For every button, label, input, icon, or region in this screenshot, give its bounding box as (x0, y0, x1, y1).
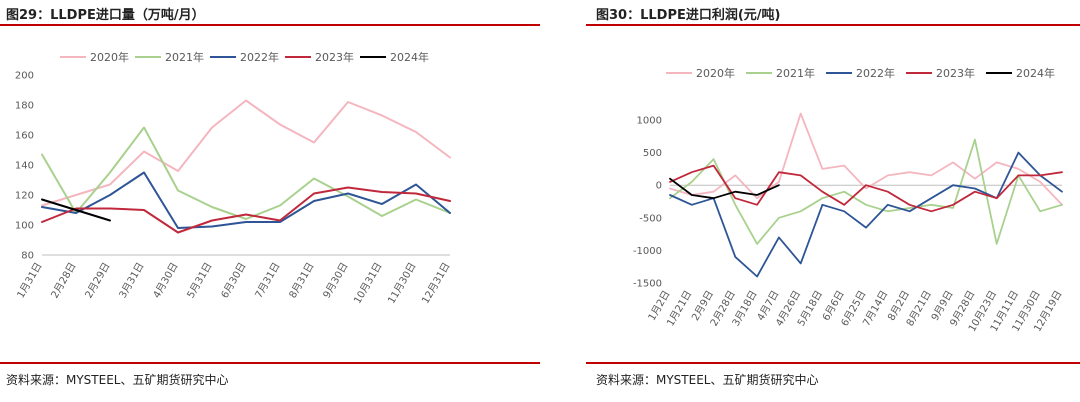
left-ytick-3: 140 (15, 161, 34, 172)
right-legend-label-4: 2024年 (1016, 66, 1055, 80)
left-series-line-1 (41, 126, 451, 220)
left-series-line-4 (41, 198, 111, 222)
left-xtick-9: 9月30日 (321, 261, 351, 301)
right-legend-label-2: 2022年 (856, 66, 895, 80)
right-series-line-4 (669, 177, 780, 200)
left-bottom-rule (0, 362, 540, 364)
left-xtick-5: 5月31日 (185, 261, 215, 301)
left-xtick-0: 1月31日 (15, 261, 45, 301)
left-legend-label-0: 2020年 (90, 50, 129, 64)
left-xtick-6: 6月30日 (219, 261, 249, 301)
right-chart-title: 图30：LLDPE进口利润(元/吨) (596, 8, 781, 23)
right-source-note: 资料来源：MYSTEEL、五矿期货研究中心 (596, 373, 819, 387)
right-legend-label-1: 2021年 (776, 66, 815, 80)
right-series-line-2 (669, 151, 1063, 278)
left-ytick-0: 80 (21, 251, 34, 262)
left-legend-label-1: 2021年 (165, 50, 204, 64)
right-series-line-0 (669, 112, 1063, 206)
right-chart-panel: 图30：LLDPE进口利润(元/吨) 2020年 2021年 2022年 2023年 2… (586, 0, 1080, 402)
right-ytick-3: 0 (656, 181, 662, 192)
left-xtick-12: 12月31日 (419, 261, 452, 306)
right-ytick-5: 1000 (637, 116, 662, 127)
right-series-line-3 (669, 164, 1063, 213)
left-xtick-8: 8月31日 (287, 261, 317, 301)
right-chart-svg: 2020年 2021年 2022年 2023年 2024年 -1500 -1000 -500 0… (633, 66, 1065, 334)
left-legend-label-2: 2022年 (240, 50, 279, 64)
left-chart-panel: 图29：LLDPE进口量（万吨/月） 2020年 2021年 2022年 2023年 2… (0, 8, 540, 387)
left-ytick-2: 120 (15, 191, 34, 202)
left-xtick-7: 7月31日 (253, 261, 283, 301)
right-ytick-0: -1500 (633, 279, 662, 290)
right-legend-label-3: 2023年 (936, 66, 975, 80)
left-xtick-3: 3月31日 (117, 261, 147, 301)
right-bottom-rule (586, 362, 1080, 364)
left-xtick-2: 2月29日 (83, 261, 113, 301)
left-legend-label-3: 2023年 (315, 50, 354, 64)
left-xtick-1: 2月28日 (49, 261, 79, 301)
right-series-line-1 (669, 138, 1063, 245)
right-ytick-1: -1000 (633, 246, 662, 257)
left-ytick-5: 180 (15, 101, 34, 112)
right-legend-label-0: 2020年 (696, 66, 735, 80)
left-series-line-2 (41, 171, 451, 229)
left-ytick-1: 100 (15, 221, 34, 232)
left-series-line-3 (41, 186, 451, 234)
right-ytick-2: -500 (639, 213, 662, 224)
right-ytick-4: 500 (643, 148, 662, 159)
left-ytick-6: 200 (15, 71, 34, 82)
left-ytick-4: 160 (15, 131, 34, 142)
left-xtick-11: 11月30日 (385, 261, 418, 306)
left-xtick-4: 4月30日 (151, 261, 181, 301)
left-series-line-0 (41, 99, 451, 207)
left-legend-label-4: 2024年 (390, 50, 429, 64)
left-chart-svg: 2020年 2021年 2022年 2023年 2024年 80 100 120 140 160 1… (15, 50, 453, 306)
left-chart-title: 图29：LLDPE进口量（万吨/月） (6, 8, 205, 23)
left-xtick-10: 10月31日 (351, 261, 384, 306)
left-top-rule (0, 24, 540, 26)
left-source-note: 资料来源：MYSTEEL、五矿期货研究中心 (6, 373, 229, 387)
right-top-rule (586, 24, 1080, 26)
